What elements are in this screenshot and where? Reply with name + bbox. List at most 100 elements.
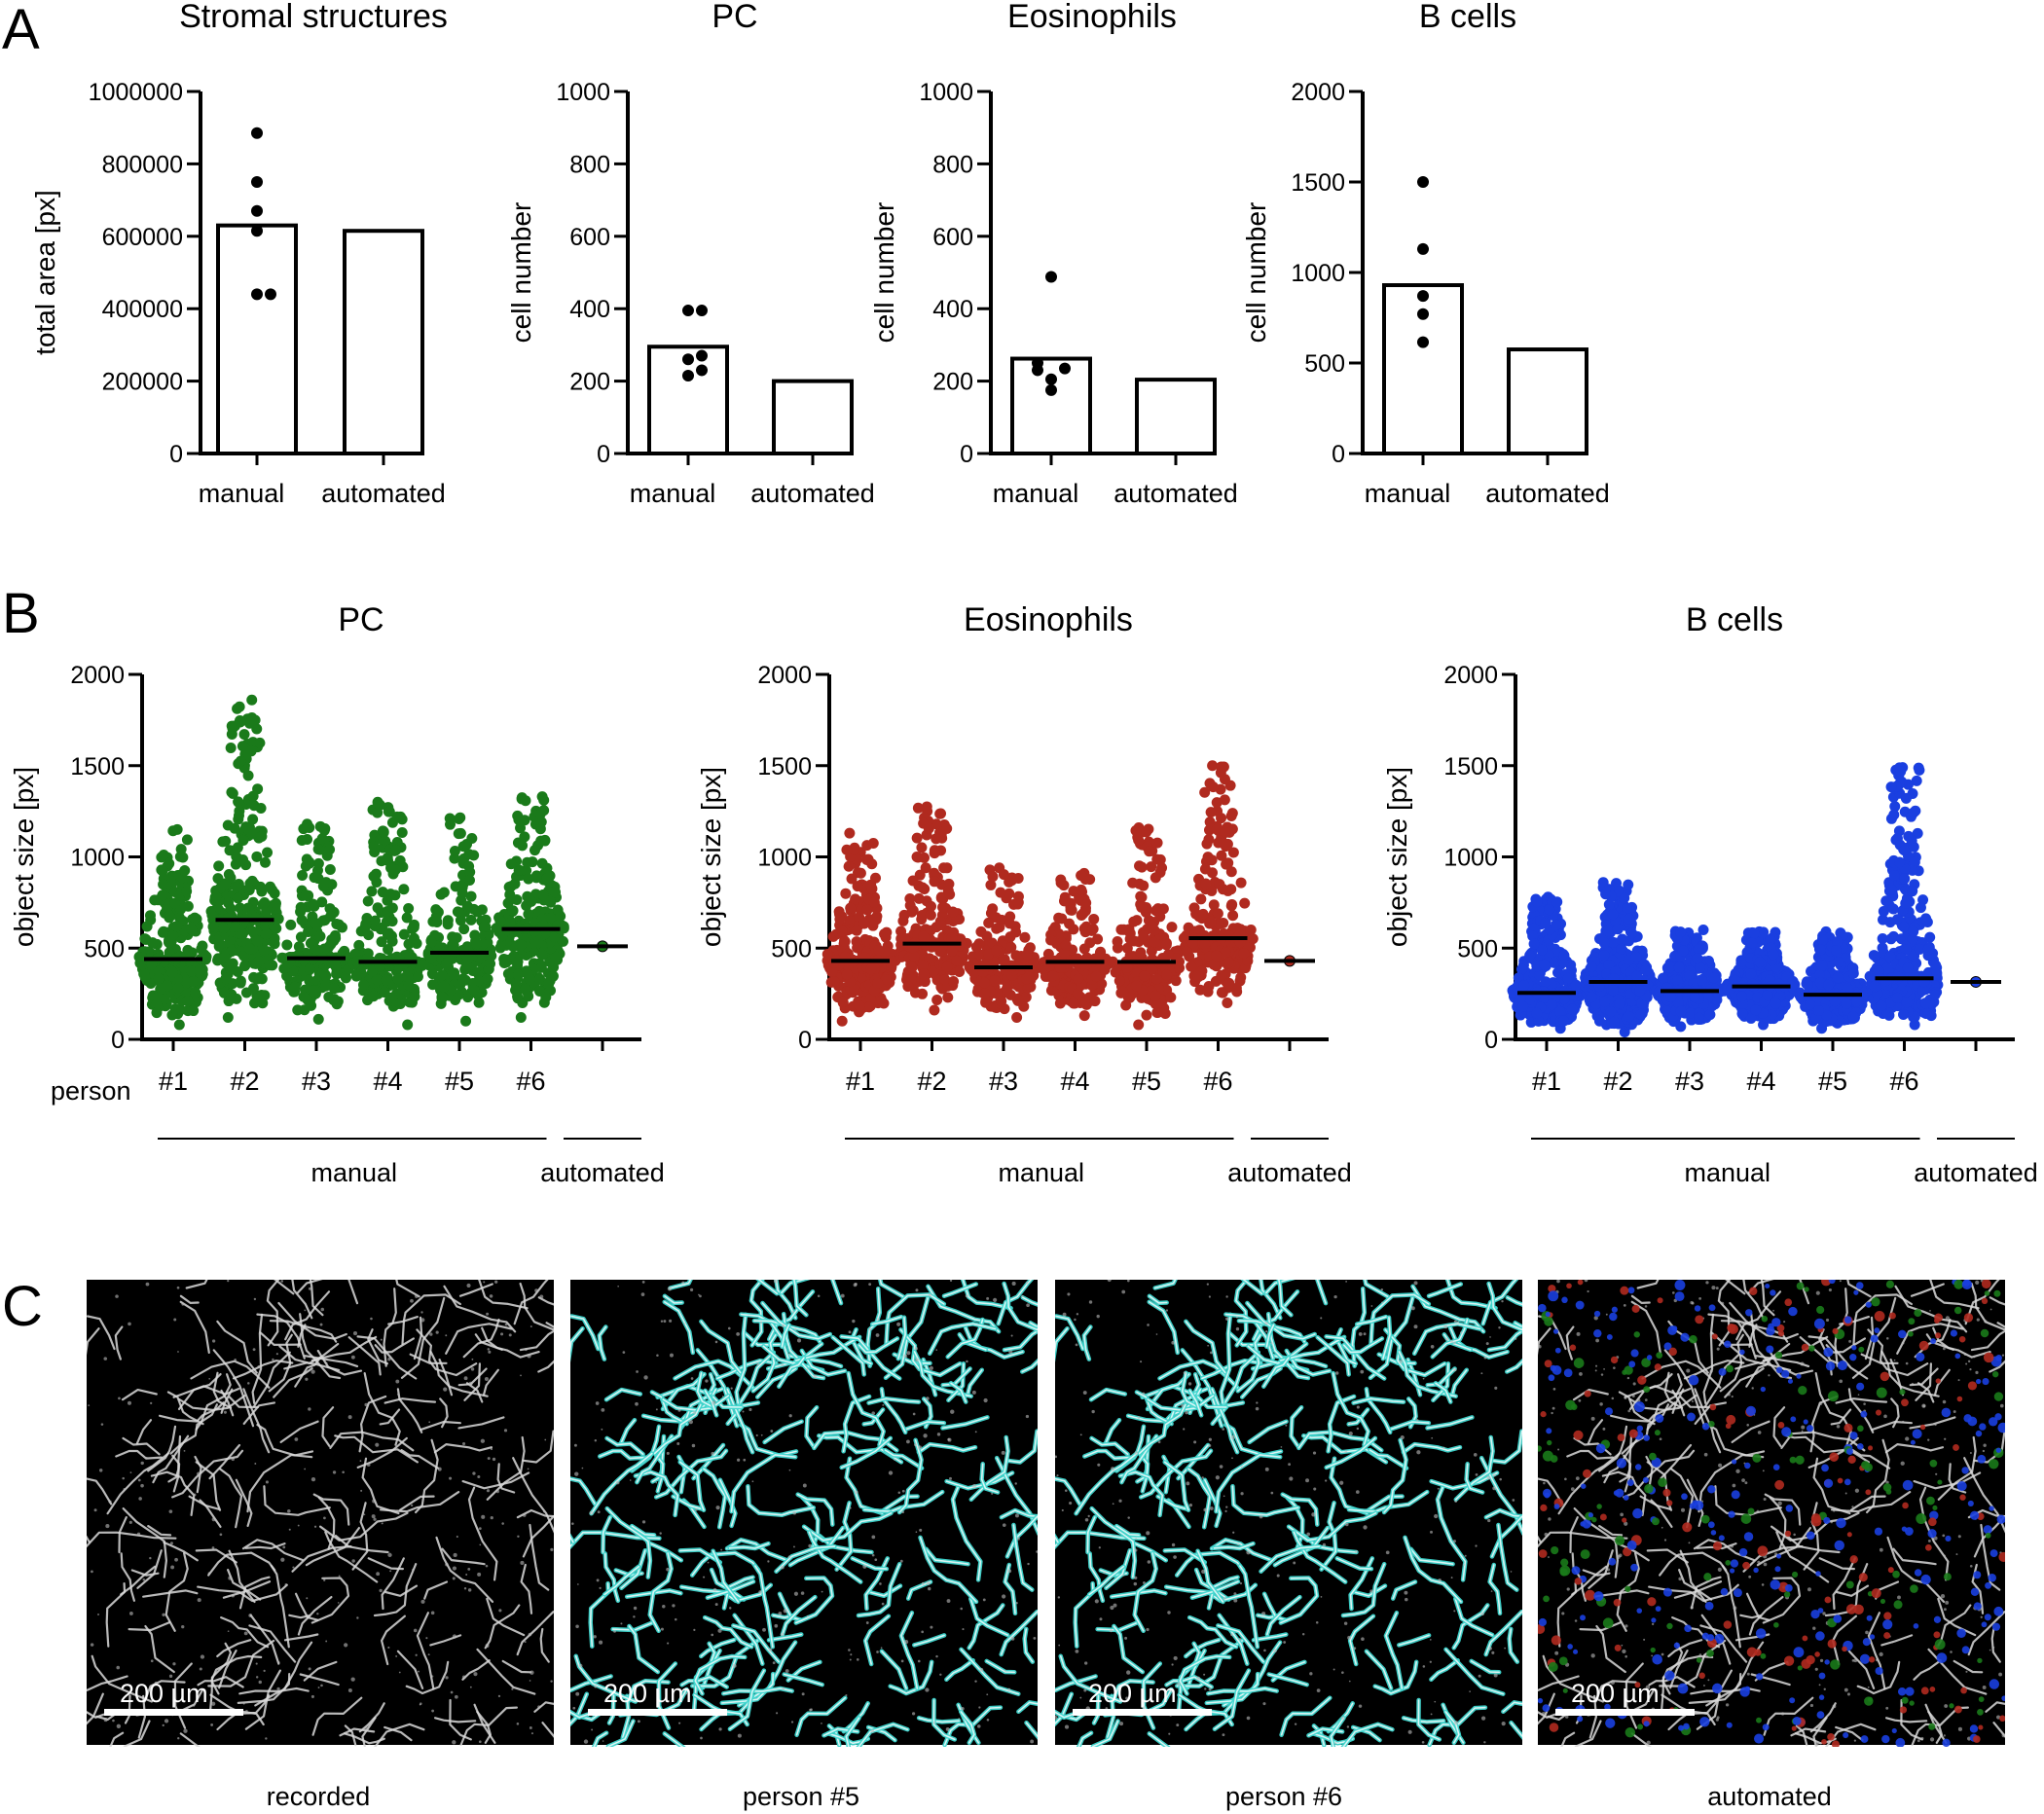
data-point — [880, 973, 892, 985]
data-point — [1090, 970, 1102, 982]
data-point — [920, 862, 931, 874]
data-point — [1001, 983, 1012, 995]
data-point — [1054, 961, 1066, 973]
y-tick-label: 1500 — [1443, 753, 1498, 780]
data-point — [478, 921, 490, 932]
data-point — [840, 888, 852, 899]
data-point — [156, 852, 167, 863]
data-point — [898, 932, 910, 944]
data-point — [324, 844, 336, 855]
data-point — [1012, 896, 1024, 908]
data-point — [1672, 998, 1684, 1009]
x-tick-label: #4 — [1060, 1067, 1089, 1096]
data-point — [436, 969, 448, 981]
data-point — [1166, 922, 1178, 933]
data-point — [941, 961, 953, 973]
chart-title: PC — [338, 601, 383, 638]
data-point — [1151, 1006, 1163, 1018]
data-point — [1131, 915, 1143, 926]
data-point — [1213, 837, 1224, 849]
data-point — [515, 822, 527, 834]
data-point — [539, 835, 551, 847]
data-point — [217, 836, 229, 848]
data-point — [873, 944, 885, 956]
data-point — [463, 860, 475, 872]
data-point — [255, 881, 267, 892]
data-point — [1770, 998, 1781, 1009]
data-point — [1146, 861, 1157, 873]
data-point — [435, 889, 447, 900]
y-tick-label: 600 — [932, 224, 973, 251]
data-point — [151, 1007, 163, 1019]
data-point — [527, 856, 538, 868]
y-tick-label: 800 — [932, 151, 973, 178]
data-point — [328, 994, 340, 1005]
data-point — [169, 1003, 181, 1015]
data-point — [249, 998, 261, 1009]
data-point — [383, 806, 395, 817]
data-point — [1785, 980, 1797, 992]
x-tick-label: #3 — [302, 1067, 331, 1096]
data-point — [494, 915, 506, 926]
data-point — [1531, 896, 1543, 908]
data-point — [226, 946, 237, 958]
data-point — [270, 897, 281, 909]
data-point — [438, 981, 450, 993]
data-point — [540, 992, 552, 1003]
data-point — [220, 878, 232, 889]
data-point — [931, 974, 943, 986]
data-point — [552, 904, 564, 916]
data-point — [912, 802, 924, 814]
data-point — [1623, 879, 1634, 890]
data-point — [1539, 959, 1551, 970]
data-point — [1515, 992, 1527, 1003]
data-point — [392, 973, 404, 985]
data-point — [426, 968, 438, 980]
data-point — [253, 956, 265, 967]
data-point — [841, 844, 853, 855]
data-point — [151, 998, 163, 1010]
data-point — [834, 914, 846, 925]
data-point — [242, 883, 254, 894]
x-tick-label: manual — [199, 479, 285, 508]
data-point — [944, 889, 956, 900]
y-tick-label: 400000 — [102, 296, 183, 323]
data-point — [1757, 927, 1769, 939]
y-tick-label: 1500 — [70, 753, 125, 780]
data-point — [182, 900, 194, 912]
data-point — [682, 353, 694, 366]
bar-automated — [1507, 347, 1588, 455]
data-point — [1078, 1010, 1090, 1022]
data-point — [1136, 901, 1148, 913]
data-point — [910, 987, 922, 998]
data-point — [465, 914, 477, 925]
data-point — [839, 935, 851, 947]
data-point — [1675, 1005, 1687, 1017]
data-point — [351, 956, 363, 967]
data-point — [1673, 961, 1685, 973]
data-point — [394, 998, 406, 1010]
data-point — [1206, 885, 1218, 896]
data-point — [378, 825, 389, 837]
data-point — [1558, 950, 1570, 961]
data-point — [1004, 918, 1015, 929]
data-point — [162, 980, 173, 992]
data-point — [256, 831, 268, 843]
data-point — [941, 822, 953, 834]
data-point — [408, 932, 420, 944]
data-point — [1076, 870, 1087, 882]
data-point — [1221, 858, 1232, 870]
data-point — [1635, 1008, 1647, 1020]
data-point — [232, 892, 243, 904]
data-point — [430, 911, 442, 923]
data-point — [523, 908, 534, 920]
data-point — [153, 965, 164, 977]
data-point — [157, 926, 168, 938]
y-axis-label: object size [px] — [9, 767, 39, 947]
data-point — [1068, 998, 1079, 1009]
data-point — [1054, 998, 1066, 1009]
data-point — [536, 857, 548, 869]
data-point — [447, 931, 458, 943]
y-tick-label: 500 — [1304, 350, 1345, 378]
data-point — [911, 832, 923, 844]
